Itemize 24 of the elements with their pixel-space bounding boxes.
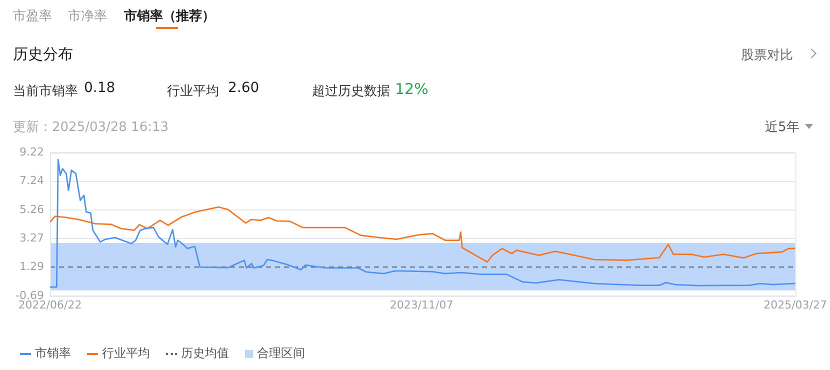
text: 12%	[395, 80, 428, 98]
y-tick-label: 7.24	[20, 174, 44, 188]
text: 超过历史数据	[312, 83, 390, 100]
text: 近5年	[765, 119, 800, 136]
x-tick-label: 2025/03/27	[764, 298, 828, 312]
text: 市销率（推荐）	[124, 8, 215, 25]
chart-title: 历史分布	[13, 45, 73, 64]
legend-label: 行业平均	[102, 345, 150, 362]
legend-label: 合理区间	[257, 345, 305, 362]
legend-label: 历史均值	[181, 345, 229, 362]
text: 当前市销率	[13, 83, 78, 100]
y-tick-label: 5.26	[20, 202, 44, 216]
legend-label: 市销率	[35, 345, 71, 362]
text: 2.60	[228, 80, 260, 96]
y-tick-label: 9.22	[20, 145, 44, 158]
y-tick-label: 1.29	[20, 260, 44, 274]
text: 0.18	[84, 80, 116, 96]
text: 行业平均	[167, 83, 219, 100]
text: 更新：2025/03/28 16:13	[13, 119, 169, 136]
x-tick-label: 2023/11/07	[390, 298, 454, 312]
y-tick-label: 3.27	[20, 232, 44, 245]
text: 市净率	[68, 8, 107, 25]
text: 股票对比	[741, 47, 793, 64]
text: 市盈率	[13, 8, 52, 25]
